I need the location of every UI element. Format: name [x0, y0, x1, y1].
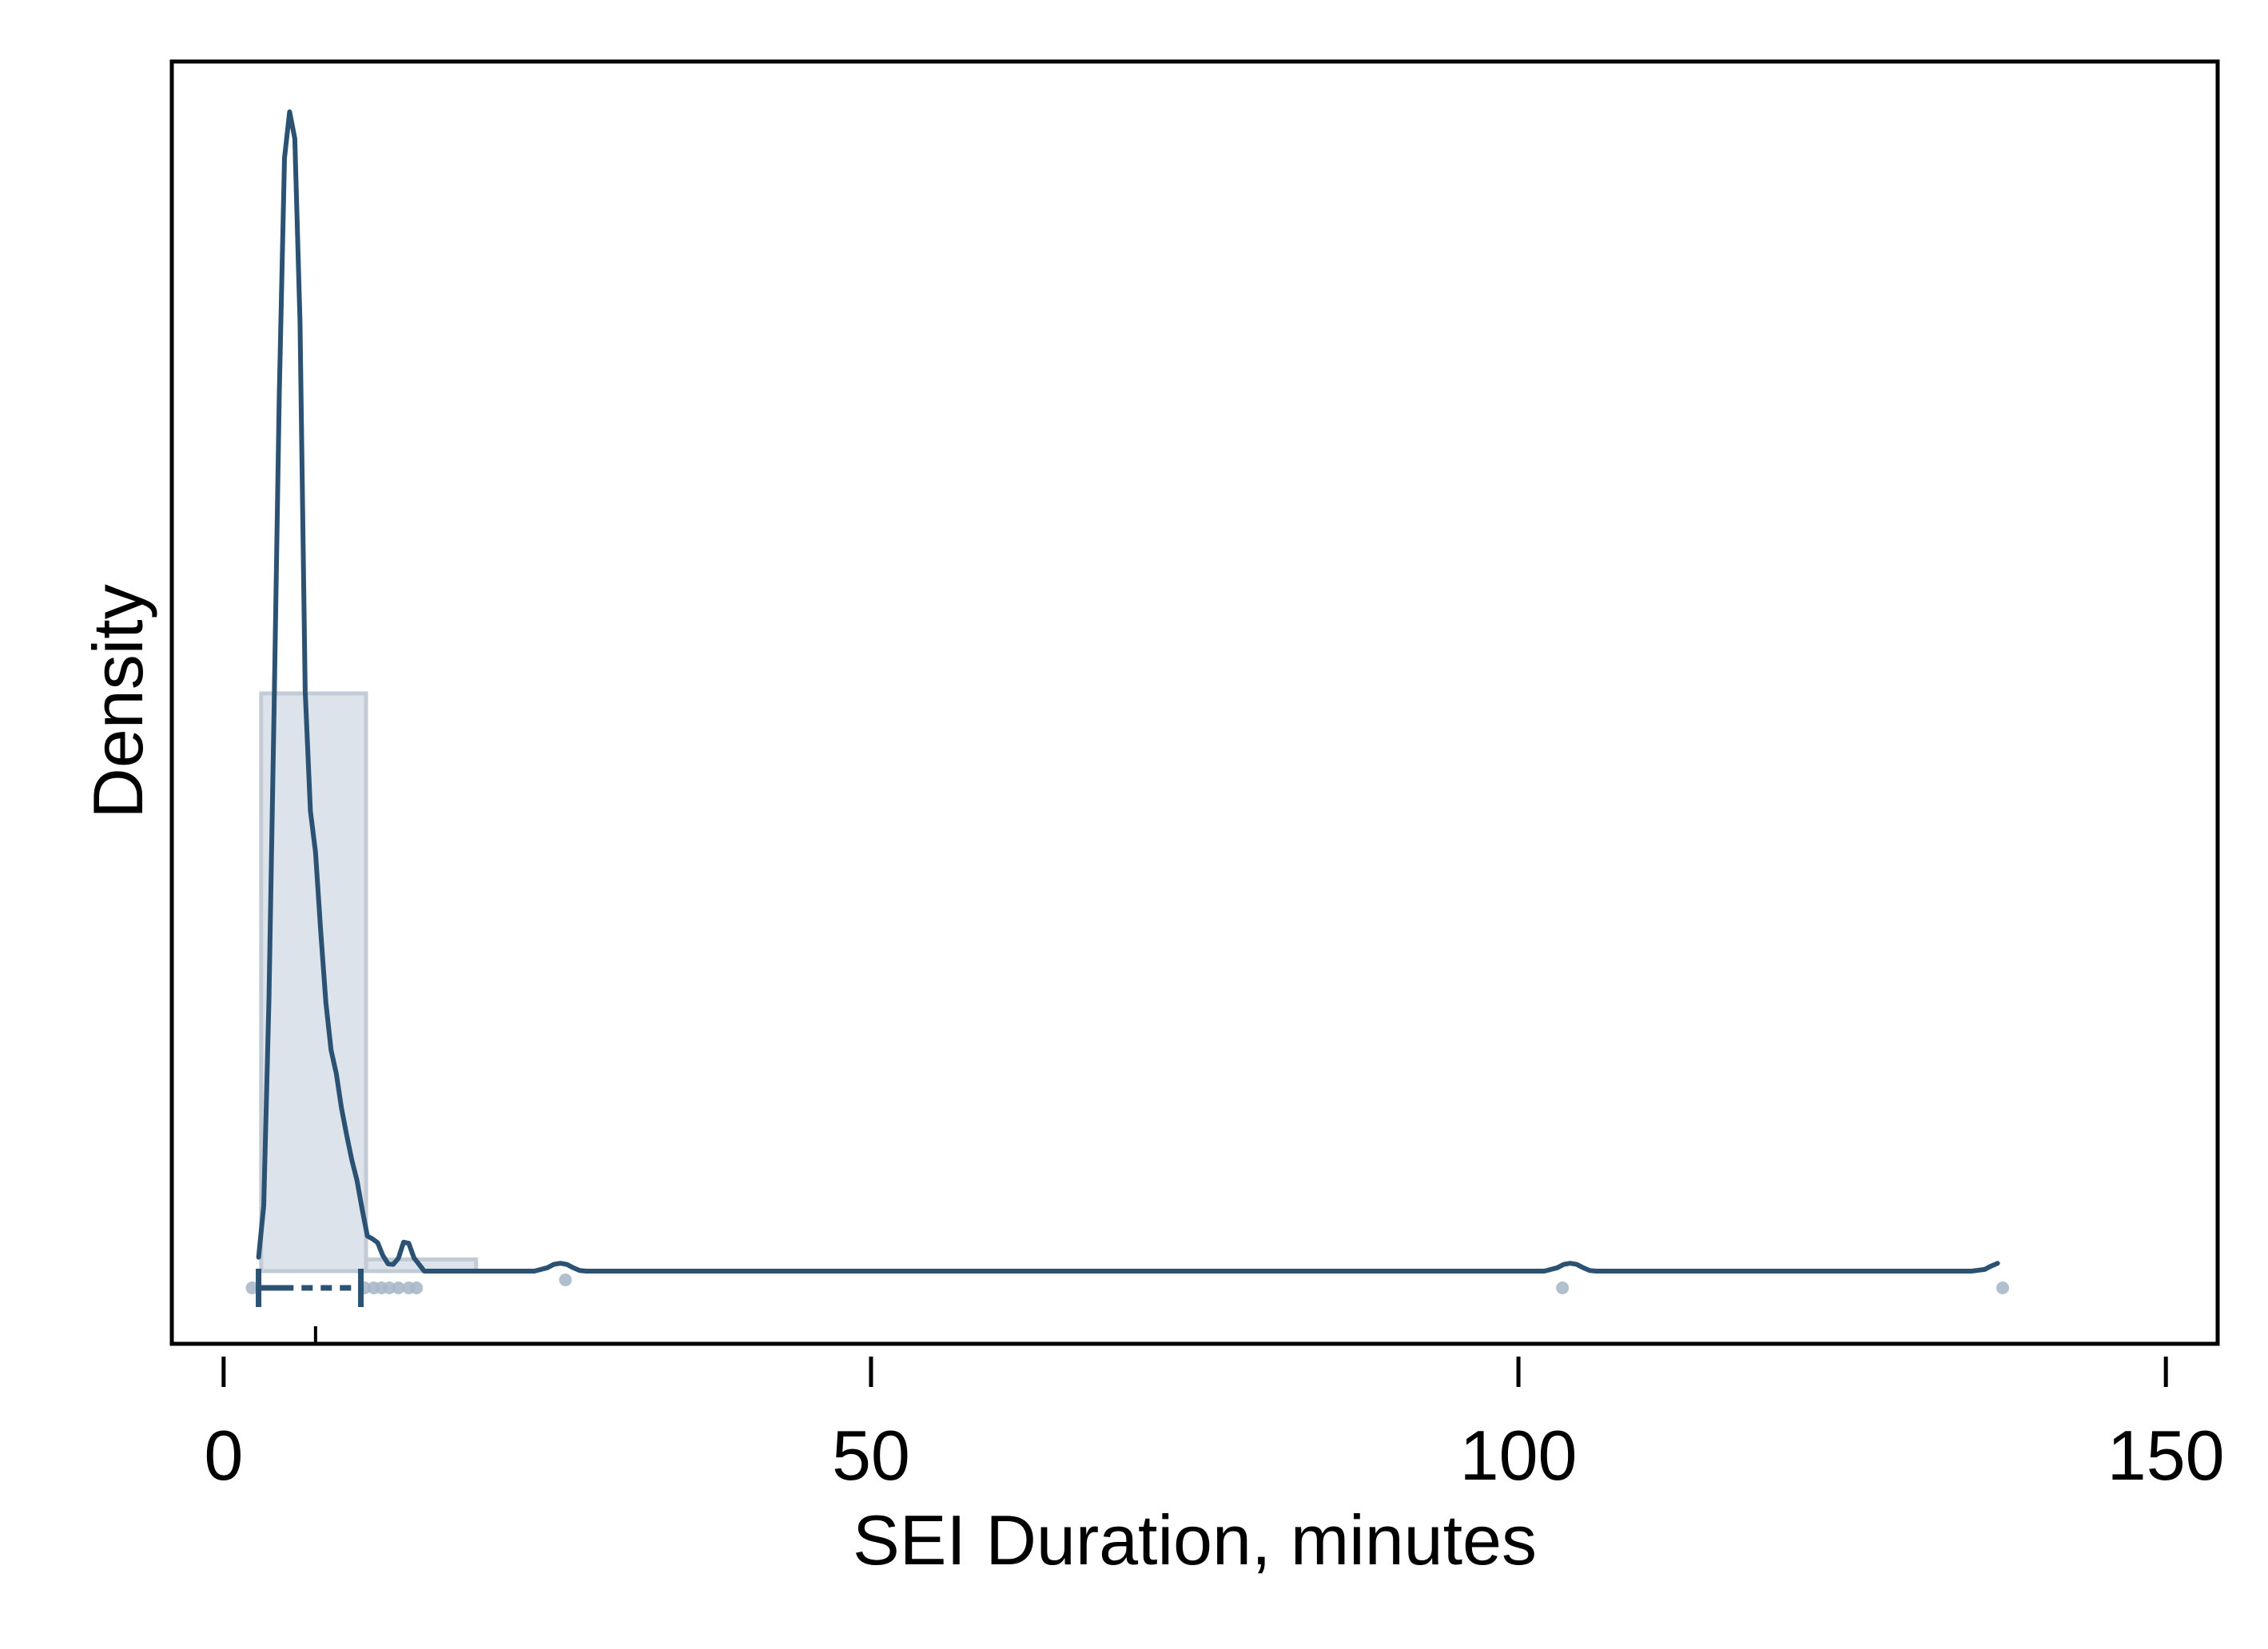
observation-point — [245, 1281, 259, 1294]
observation-point — [1556, 1281, 1570, 1294]
x-tick-label: 150 — [2107, 1416, 2225, 1495]
observation-point — [410, 1281, 424, 1294]
summary-bar-layer — [256, 1269, 364, 1344]
observation-point — [383, 1281, 396, 1294]
kde-layer — [256, 109, 2000, 1274]
observation-point — [392, 1281, 405, 1294]
x-axis-title: SEI Duration, minutes — [853, 1500, 1537, 1579]
histogram-layer — [259, 691, 479, 1274]
x-tick-label: 50 — [832, 1416, 910, 1495]
plot-frame — [169, 59, 2220, 1346]
observation-point — [1996, 1281, 2010, 1294]
observation-point — [559, 1274, 572, 1286]
y-axis-title: Density — [78, 584, 157, 818]
x-tick-label: 0 — [204, 1416, 243, 1495]
histogram-bar-1 — [259, 691, 368, 1274]
x-tick-label: 100 — [1460, 1416, 1578, 1495]
x-axis: 0 50 100 150 — [204, 1357, 2225, 1495]
density-curve — [256, 109, 2000, 1274]
